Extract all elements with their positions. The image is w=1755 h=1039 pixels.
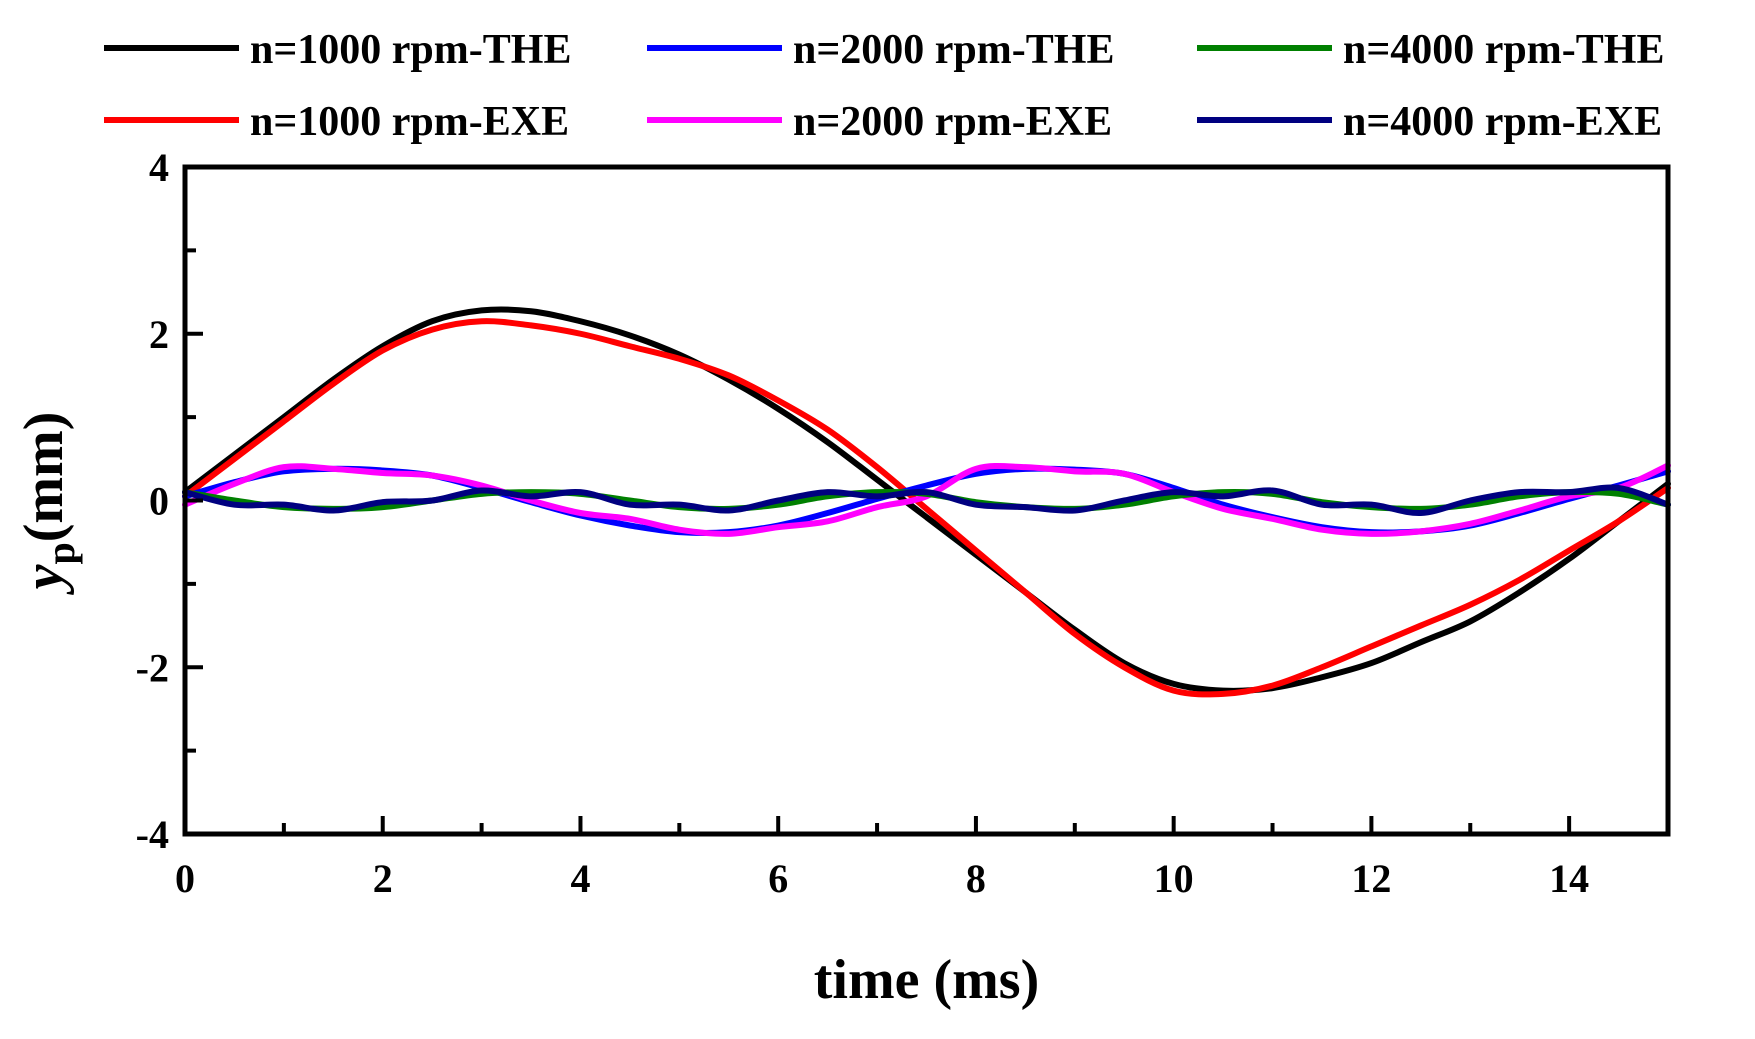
legend-label: n=1000 rpm-THE [250,27,571,73]
x-tick-label: 14 [1549,856,1589,901]
x-axis: 0 2 4 6 8 10 12 14 [175,816,1670,901]
x-tick-label: 4 [570,856,590,901]
legend-label: n=2000 rpm-EXE [793,99,1112,145]
y-tick-label: 2 [149,312,169,357]
x-tick-label: 10 [1154,856,1194,901]
y-tick-label: 4 [149,145,169,190]
series-line-n-4000-rpm-exe [182,484,1671,517]
legend-label: n=4000 rpm-THE [1343,27,1664,73]
legend: n=1000 rpm-THE n=2000 rpm-THE n=4000 rpm-T… [104,27,1664,145]
y-axis-title-unit: (mm) [13,412,75,543]
series-line-n-1000-rpm-the [182,306,1671,694]
y-axis-title: yp(mm) [13,412,83,596]
x-tick-label: 8 [966,856,986,901]
x-axis-title: time (ms) [814,949,1039,1011]
x-tick-label: 6 [768,856,788,901]
x-tick-label: 0 [175,856,195,901]
x-tick-label: 2 [373,856,393,901]
legend-label: n=4000 rpm-EXE [1343,99,1662,145]
y-tick-label: 0 [149,479,169,524]
legend-label: n=2000 rpm-THE [793,27,1114,73]
y-tick-label: -2 [136,645,169,690]
y-tick-label: -4 [136,812,169,857]
legend-label: n=1000 rpm-EXE [250,99,569,145]
y-axis-title-main: y [13,563,75,595]
series-line-n-1000-rpm-exe [182,318,1671,698]
y-axis: -4 -2 0 2 4 [136,145,203,857]
plot-lines [182,306,1671,698]
y-axis-title-sub: p [38,542,83,564]
x-tick-label: 12 [1351,856,1391,901]
